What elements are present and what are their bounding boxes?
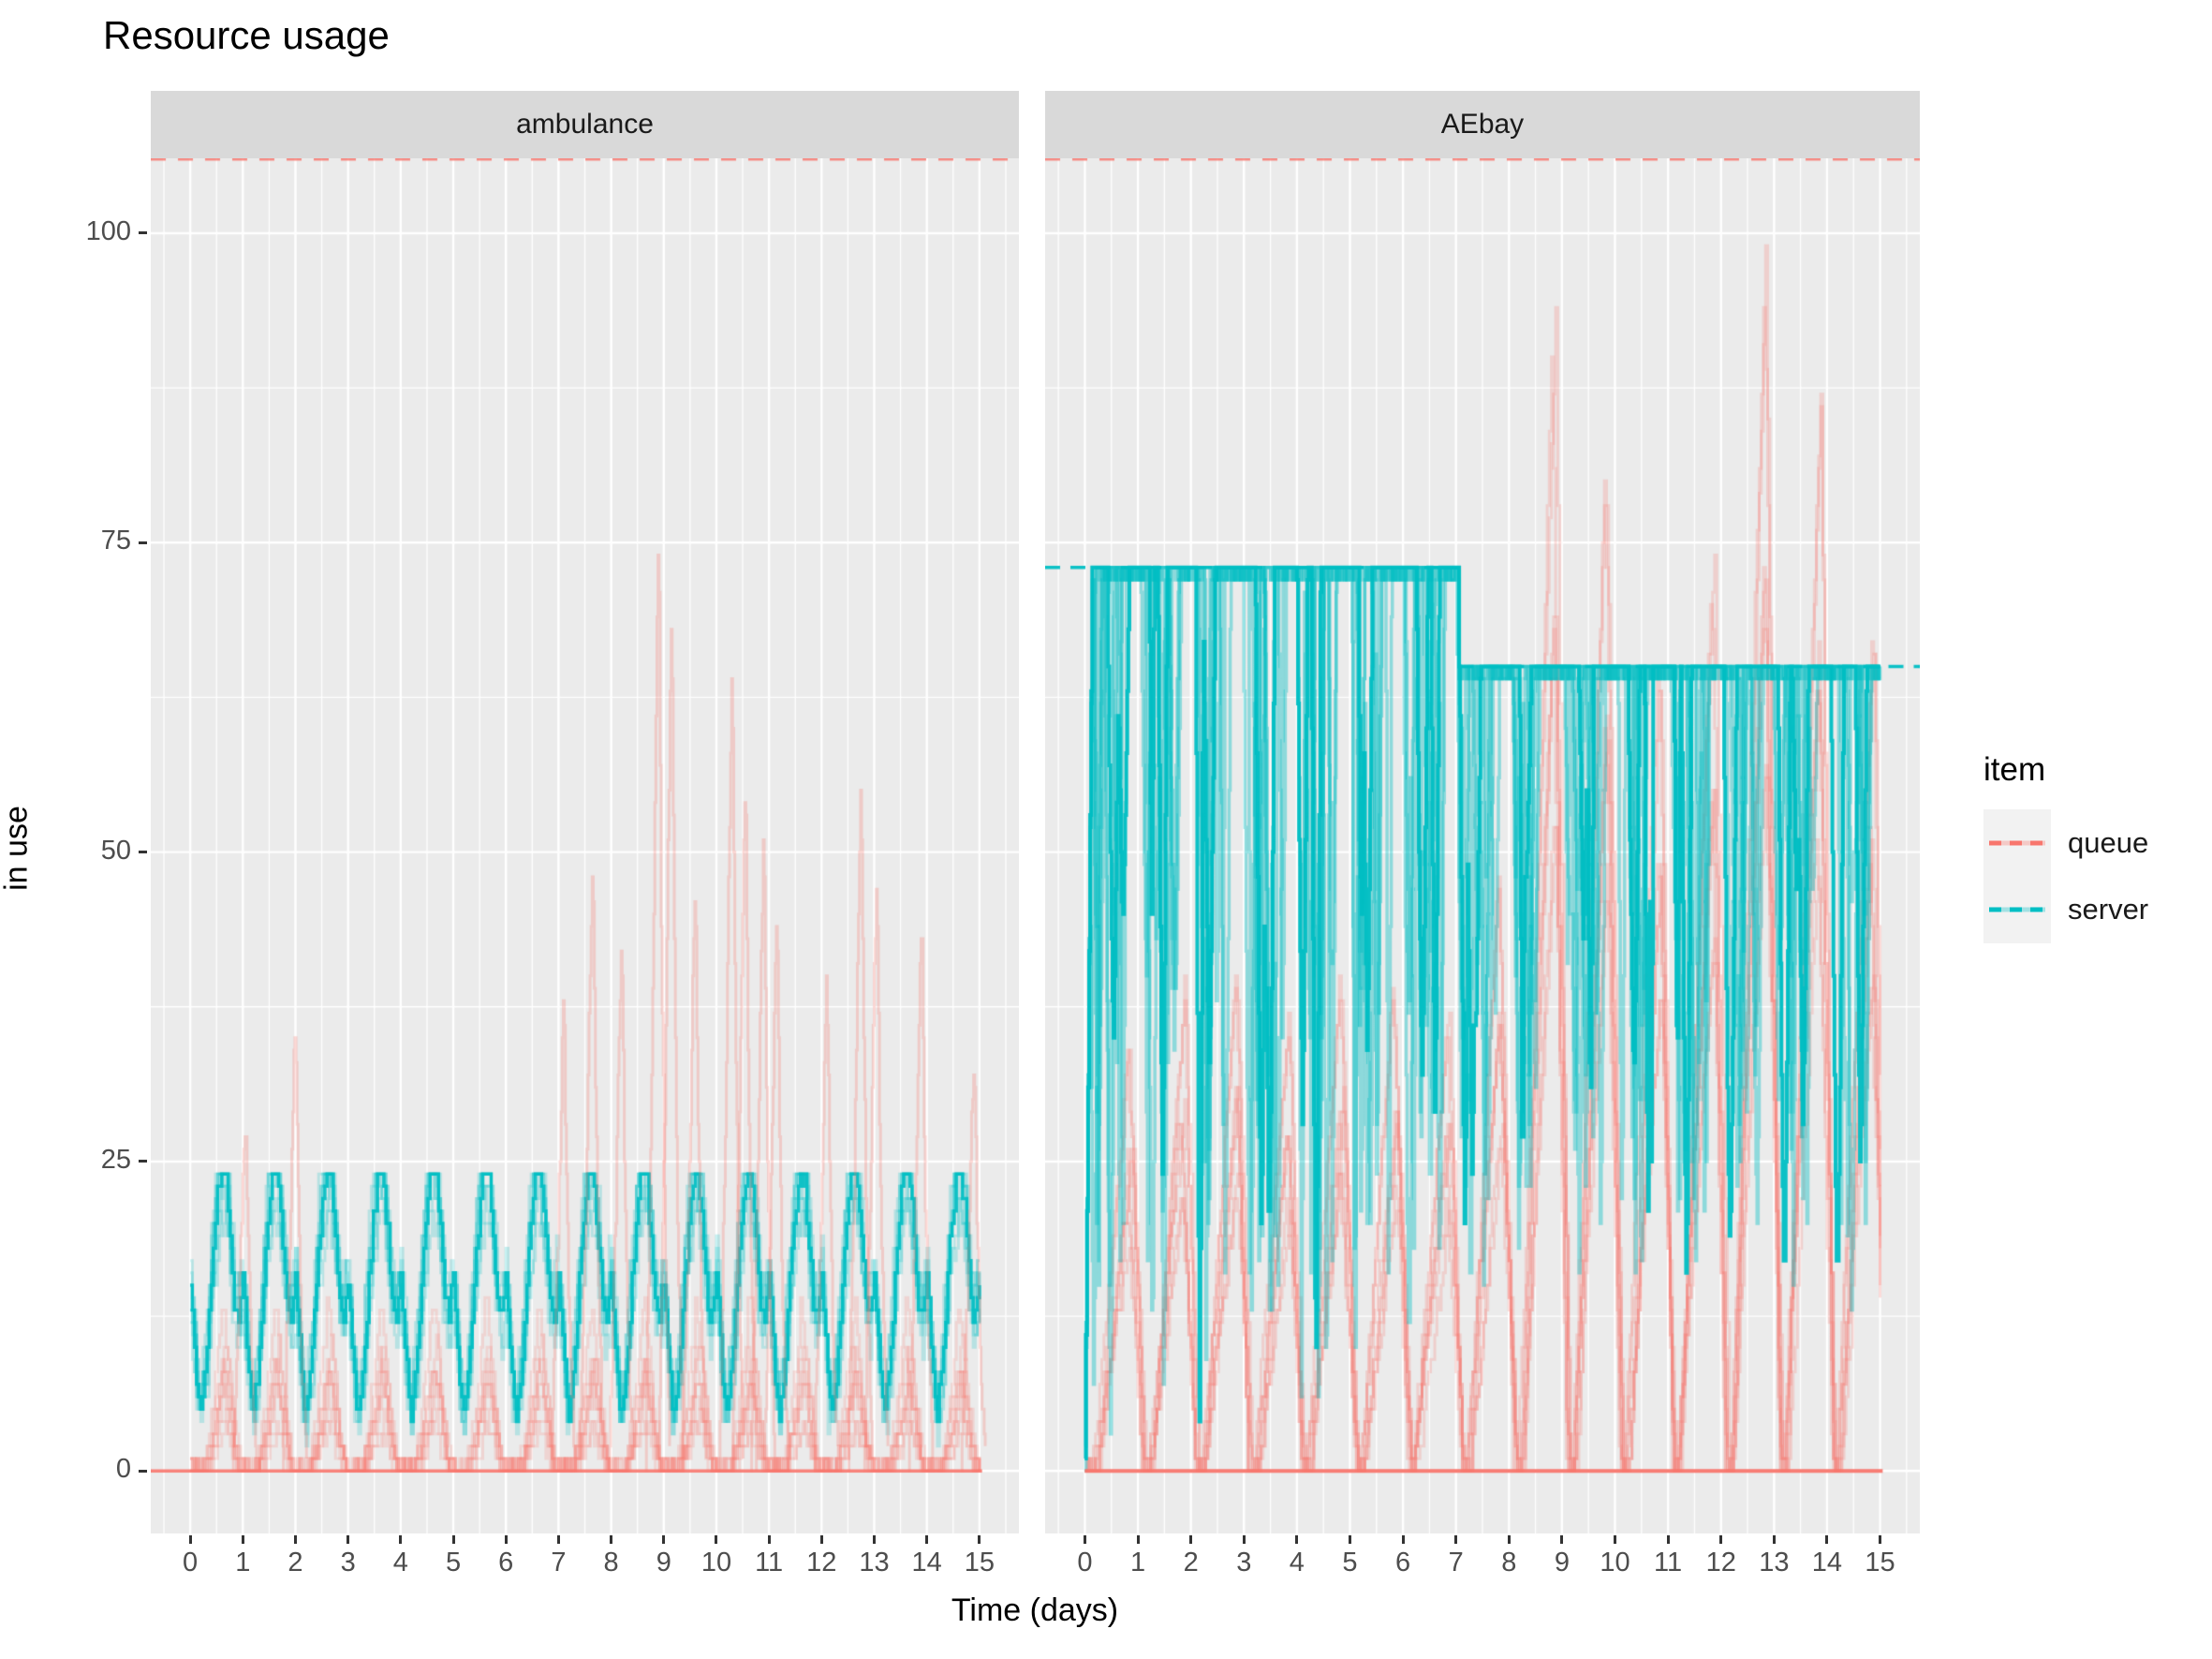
x-tick-label: 13: [859, 1548, 890, 1578]
x-tick-label: 3: [340, 1548, 356, 1578]
x-tick-mark: [1401, 1535, 1405, 1544]
x-tick-mark: [978, 1535, 981, 1544]
legend-entry-server: server: [1983, 876, 2148, 943]
x-tick-label: 6: [1395, 1548, 1411, 1578]
y-tick-label: 0: [115, 1454, 131, 1485]
x-tick-label: 7: [1448, 1548, 1464, 1578]
chart-title: Resource usage: [103, 13, 390, 57]
x-tick-label: 12: [1705, 1548, 1736, 1578]
x-tick-label: 2: [1183, 1548, 1199, 1578]
x-tick-label: 10: [700, 1548, 732, 1578]
y-tick-mark: [139, 1160, 147, 1163]
x-tick-mark: [399, 1535, 403, 1544]
legend-entry-queue: queue: [1983, 809, 2148, 877]
x-tick-label: 9: [1554, 1548, 1570, 1578]
x-tick-mark: [294, 1535, 297, 1544]
x-tick-label: 12: [806, 1548, 837, 1578]
x-tick-label: 8: [603, 1548, 619, 1578]
y-tick-label: 100: [85, 215, 131, 246]
x-tick-label: 10: [1600, 1548, 1630, 1578]
x-tick-mark: [556, 1535, 560, 1544]
x-tick-label: 3: [1236, 1548, 1252, 1578]
x-tick-label: 15: [1865, 1548, 1895, 1578]
x-tick-mark: [819, 1535, 823, 1544]
legend-label: queue: [2068, 826, 2149, 859]
facet-strip-label: ambulance: [516, 109, 654, 140]
x-tick-label: 7: [551, 1548, 567, 1578]
y-tick-mark: [139, 541, 147, 544]
x-tick-mark: [504, 1535, 508, 1544]
x-tick-mark: [1136, 1535, 1140, 1544]
x-tick-mark: [1295, 1535, 1299, 1544]
x-tick-label: 0: [183, 1548, 199, 1578]
x-tick-mark: [1189, 1535, 1193, 1544]
x-tick-mark: [767, 1535, 771, 1544]
x-tick-mark: [1083, 1535, 1086, 1544]
x-tick-mark: [241, 1535, 244, 1544]
x-tick-label: 6: [498, 1548, 514, 1578]
x-tick-mark: [347, 1535, 350, 1544]
x-tick-mark: [1507, 1535, 1511, 1544]
x-tick-label: 4: [392, 1548, 408, 1578]
x-tick-mark: [1560, 1535, 1564, 1544]
x-axis-title: Time (days): [951, 1592, 1119, 1628]
y-tick-mark: [139, 1469, 147, 1473]
facet-strip-ambulance: ambulance: [151, 91, 1019, 158]
x-tick-label: 4: [1289, 1548, 1305, 1578]
legend-title: item: [1983, 751, 2046, 788]
legend-label: server: [2068, 893, 2149, 926]
x-tick-mark: [1666, 1535, 1670, 1544]
x-tick-mark: [873, 1535, 876, 1544]
x-tick-label: 5: [1342, 1548, 1358, 1578]
x-tick-label: 8: [1501, 1548, 1517, 1578]
x-tick-mark: [1879, 1535, 1882, 1544]
x-tick-label: 13: [1759, 1548, 1790, 1578]
facet-strip-aebay: AEbay: [1045, 91, 1920, 158]
y-tick-mark: [139, 231, 147, 235]
x-tick-label: 14: [1811, 1548, 1843, 1578]
x-tick-label: 0: [1077, 1548, 1093, 1578]
x-tick-label: 2: [288, 1548, 303, 1578]
queue-dashed-line-icon: [1989, 840, 2045, 846]
x-tick-mark: [1614, 1535, 1616, 1544]
x-tick-mark: [715, 1535, 718, 1544]
x-tick-mark: [610, 1535, 613, 1544]
x-tick-mark: [451, 1535, 455, 1544]
legend-key-server: [1983, 876, 2051, 943]
aebay-panel-canvas: [1045, 158, 1920, 1533]
y-tick-label: 25: [100, 1144, 131, 1175]
y-tick-label: 75: [100, 526, 131, 556]
x-tick-mark: [1825, 1535, 1829, 1544]
y-tick-label: 50: [100, 835, 131, 866]
x-tick-label: 1: [235, 1548, 251, 1578]
legend-key-queue: [1983, 809, 2051, 877]
x-tick-mark: [1242, 1535, 1246, 1544]
x-tick-mark: [1454, 1535, 1458, 1544]
x-tick-label: 11: [755, 1548, 784, 1578]
x-tick-mark: [925, 1535, 929, 1544]
x-tick-mark: [662, 1535, 666, 1544]
x-tick-mark: [1772, 1535, 1776, 1544]
ambulance-panel-canvas: [151, 158, 1019, 1533]
x-tick-label: 11: [1654, 1548, 1683, 1578]
facet-strip-label: AEbay: [1440, 109, 1525, 140]
x-tick-label: 1: [1129, 1548, 1146, 1578]
x-tick-label: 9: [656, 1548, 671, 1578]
x-tick-label: 14: [911, 1548, 942, 1578]
x-tick-mark: [1348, 1535, 1351, 1544]
x-tick-label: 15: [964, 1548, 995, 1578]
x-tick-label: 5: [445, 1548, 462, 1578]
y-axis-title: in use: [0, 806, 35, 891]
x-tick-mark: [1719, 1535, 1723, 1544]
x-tick-mark: [188, 1535, 192, 1544]
y-tick-mark: [139, 851, 147, 854]
server-dashed-line-icon: [1989, 907, 2045, 912]
